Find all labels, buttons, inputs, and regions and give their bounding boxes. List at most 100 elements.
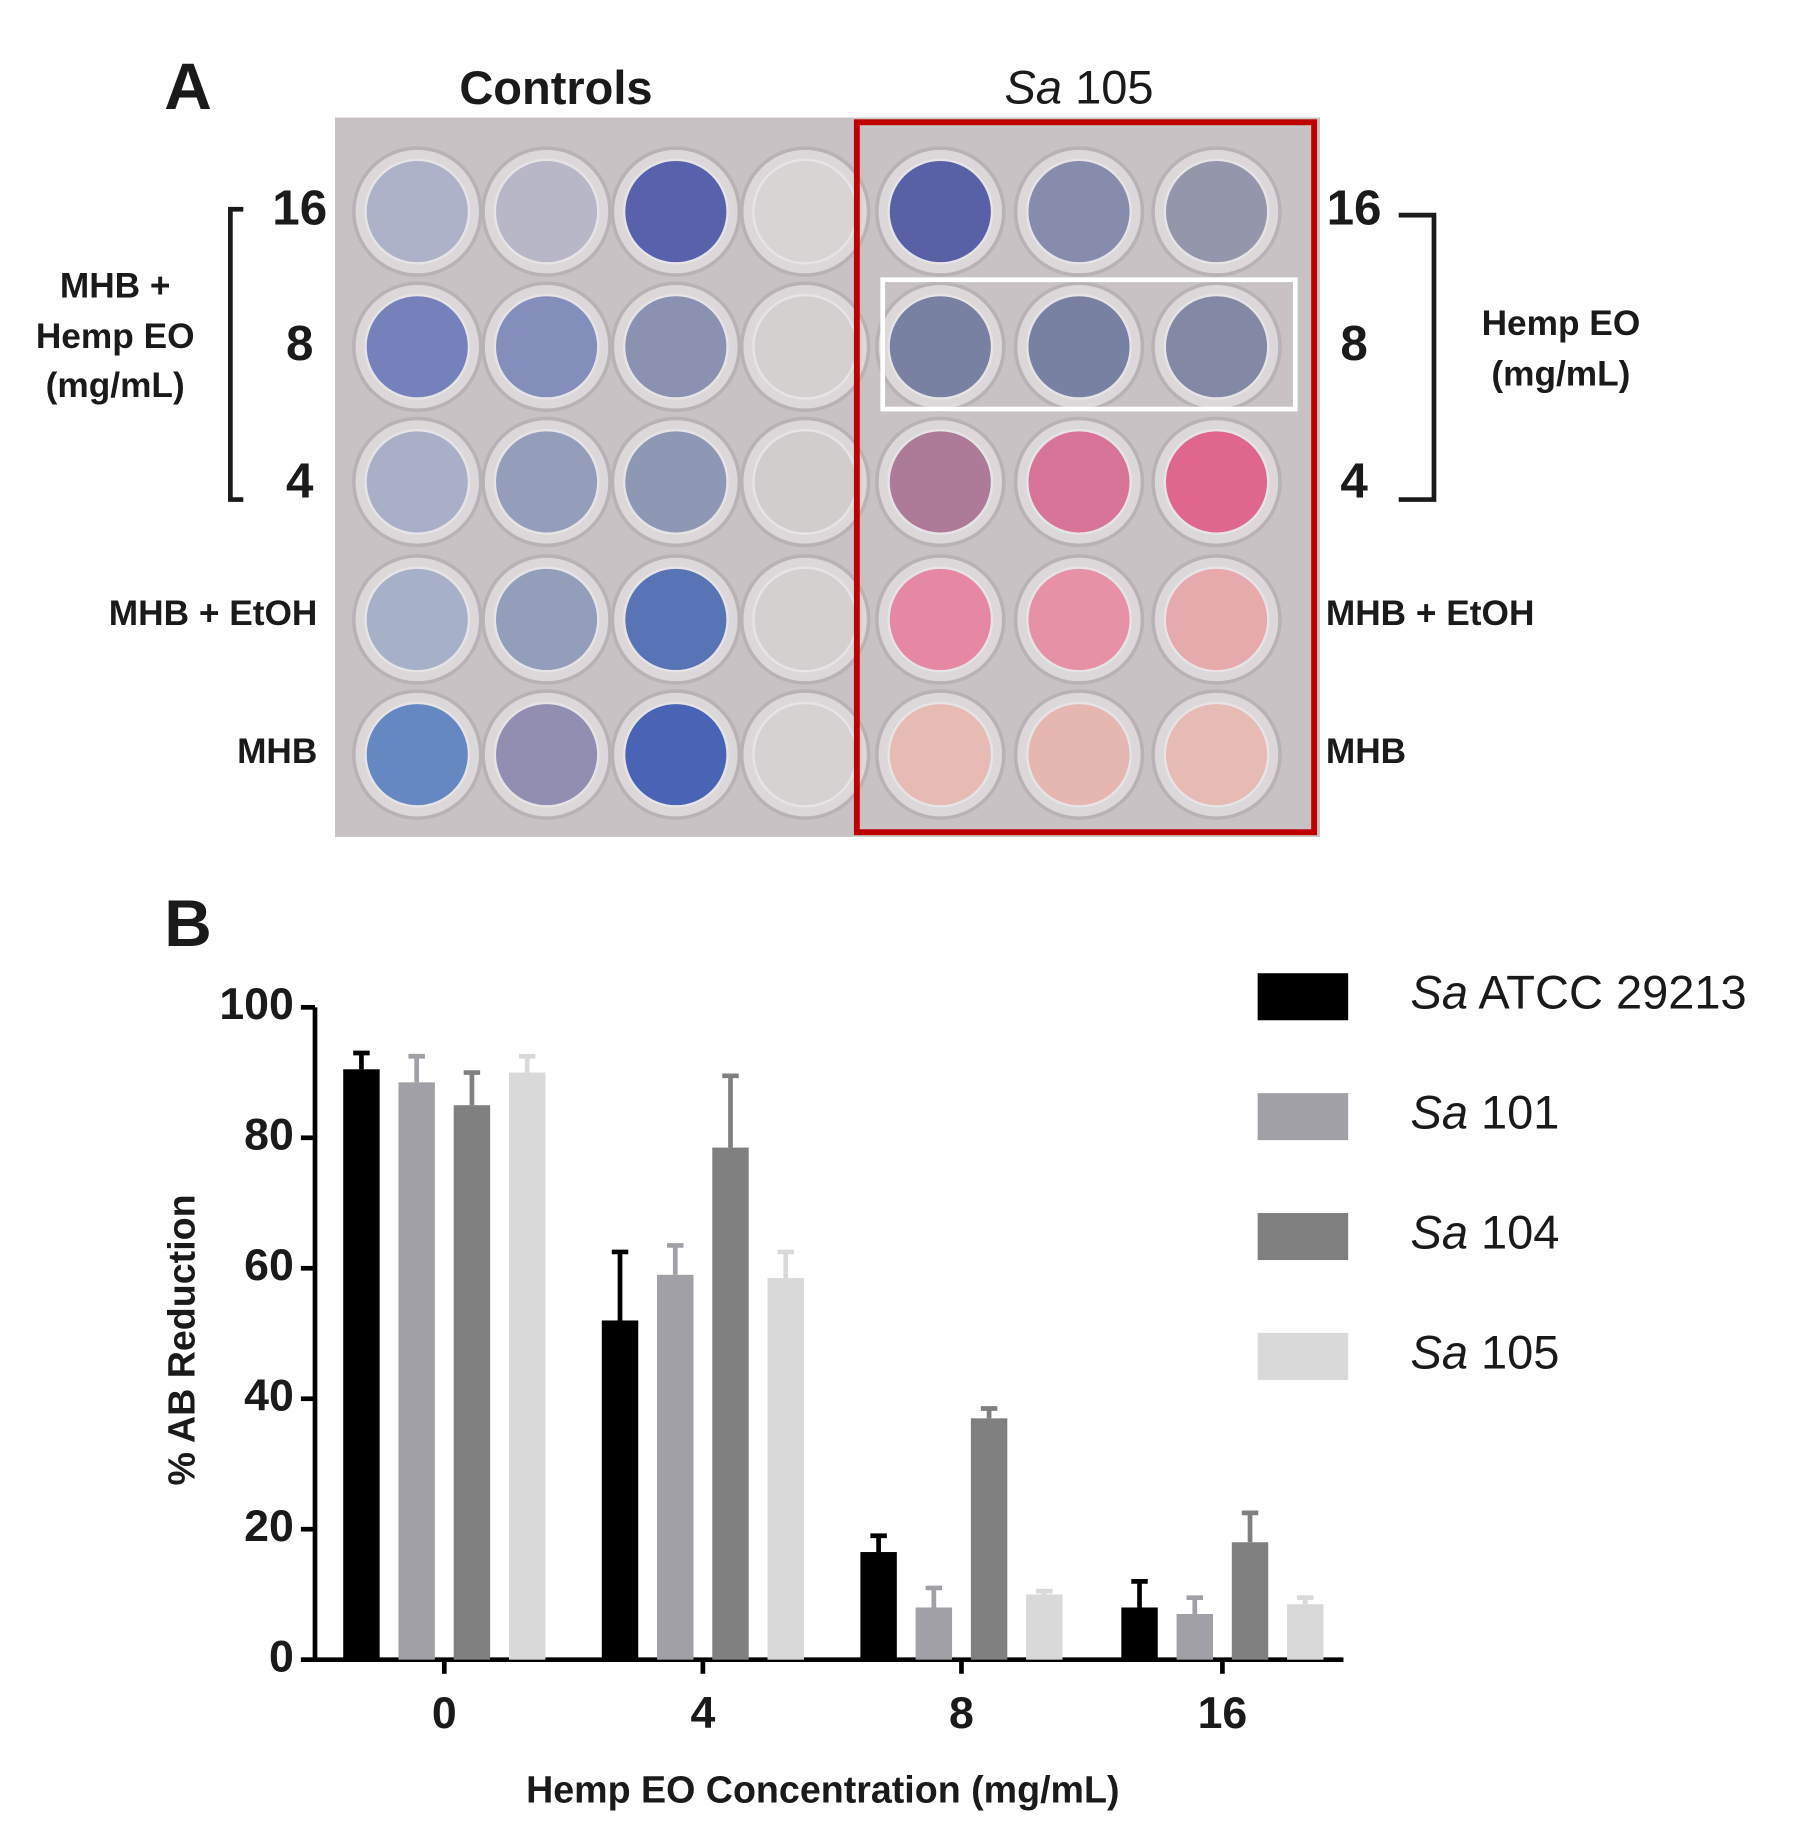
- x-axis-label: Hemp EO Concentration (mg/mL): [526, 1768, 1119, 1810]
- bar: [398, 1082, 435, 1660]
- column-header: Controls: [459, 61, 652, 114]
- right-bracket: [1398, 212, 1437, 502]
- well: [1026, 566, 1132, 673]
- well: [364, 293, 471, 400]
- row-group-label: (mg/mL): [1491, 354, 1630, 393]
- well: [887, 293, 994, 400]
- concentration-label: 16: [272, 181, 327, 236]
- y-tick-label: 0: [269, 1632, 294, 1681]
- legend-swatch: [1257, 1332, 1349, 1380]
- well: [493, 701, 600, 808]
- bar: [712, 1147, 749, 1660]
- bar: [915, 1607, 953, 1660]
- panel-label: B: [164, 886, 212, 960]
- error-bar: [870, 1533, 887, 1553]
- bar: [508, 1072, 546, 1660]
- bar: [343, 1069, 380, 1660]
- panel-label: A: [164, 49, 212, 123]
- legend-label: Sa 101: [1410, 1086, 1559, 1139]
- well: [1026, 701, 1132, 808]
- wells: [352, 146, 1282, 820]
- bar: [1026, 1594, 1063, 1660]
- well: [1026, 158, 1132, 265]
- row-group-label: Hemp EO: [36, 317, 195, 356]
- well: [1163, 429, 1270, 535]
- bar: [657, 1274, 694, 1660]
- y-tick-label: 80: [244, 1111, 294, 1160]
- well: [622, 429, 729, 535]
- well: [622, 293, 729, 400]
- highlight-box: [853, 119, 1318, 836]
- x-tick-label: 4: [690, 1689, 715, 1738]
- concentration-label: 4: [286, 453, 314, 508]
- bar: [1287, 1604, 1324, 1660]
- y-tick-label: 60: [244, 1241, 294, 1290]
- x-tick-label: 0: [432, 1689, 457, 1738]
- well: [887, 158, 994, 265]
- well: [752, 429, 859, 535]
- well: [752, 701, 859, 808]
- row-group-label: MHB +: [60, 266, 171, 305]
- well: [887, 429, 994, 535]
- concentration-label: 16: [1327, 181, 1382, 236]
- y-tick-label: 20: [244, 1502, 294, 1551]
- mic-box: [880, 277, 1298, 412]
- y-tick-label: 100: [219, 980, 294, 1029]
- legend-label: Sa 104: [1410, 1206, 1559, 1259]
- error-bar: [1186, 1595, 1204, 1615]
- well: [493, 158, 600, 265]
- error-bar: [925, 1585, 943, 1608]
- error-bar: [1241, 1510, 1259, 1543]
- error-bar: [611, 1249, 629, 1321]
- error-bar: [777, 1249, 794, 1279]
- well: [1026, 293, 1132, 400]
- well: [752, 158, 859, 265]
- well: [887, 701, 994, 808]
- legend-swatch: [1257, 1213, 1349, 1261]
- error-bar: [463, 1070, 481, 1106]
- error-bar: [1131, 1579, 1148, 1608]
- well: [364, 158, 471, 265]
- well: [752, 566, 859, 673]
- left-bracket: [228, 206, 244, 502]
- well: [1163, 158, 1270, 265]
- bar: [453, 1105, 491, 1660]
- bar: [970, 1418, 1008, 1660]
- legend-swatch: [1257, 973, 1349, 1021]
- well: [364, 701, 471, 808]
- row-label: MHB: [237, 732, 317, 771]
- bar: [1121, 1607, 1158, 1660]
- well: [364, 429, 471, 535]
- row-group-label: Hemp EO: [1482, 304, 1641, 343]
- well: [622, 701, 729, 808]
- legend-label: Sa 105: [1410, 1326, 1559, 1379]
- y-tick-label: 40: [244, 1372, 294, 1421]
- x-tick-label: 16: [1198, 1689, 1248, 1738]
- legend-swatch: [1257, 1093, 1349, 1141]
- error-bar: [722, 1073, 739, 1148]
- error-bar: [353, 1050, 370, 1070]
- error-bar: [518, 1053, 536, 1073]
- bar: [860, 1552, 897, 1660]
- row-label: MHB: [1326, 732, 1406, 771]
- row-label: MHB + EtOH: [109, 594, 318, 633]
- row-group-label: (mg/mL): [46, 366, 185, 405]
- concentration-label: 8: [1340, 316, 1367, 371]
- x-tick-label: 8: [949, 1689, 974, 1738]
- legend-label: Sa ATCC 29213: [1410, 966, 1746, 1019]
- row-label: MHB + EtOH: [1326, 594, 1535, 633]
- well: [622, 566, 729, 673]
- bar: [1176, 1614, 1214, 1660]
- well: [493, 293, 600, 400]
- well: [1163, 566, 1270, 673]
- error-bar: [1297, 1595, 1314, 1605]
- error-bar: [667, 1243, 684, 1275]
- concentration-label: 8: [286, 316, 313, 371]
- well: [887, 566, 994, 673]
- well: [1163, 293, 1270, 400]
- well: [1026, 429, 1132, 535]
- bar: [601, 1320, 639, 1660]
- well: [364, 566, 471, 673]
- well: [1163, 701, 1270, 808]
